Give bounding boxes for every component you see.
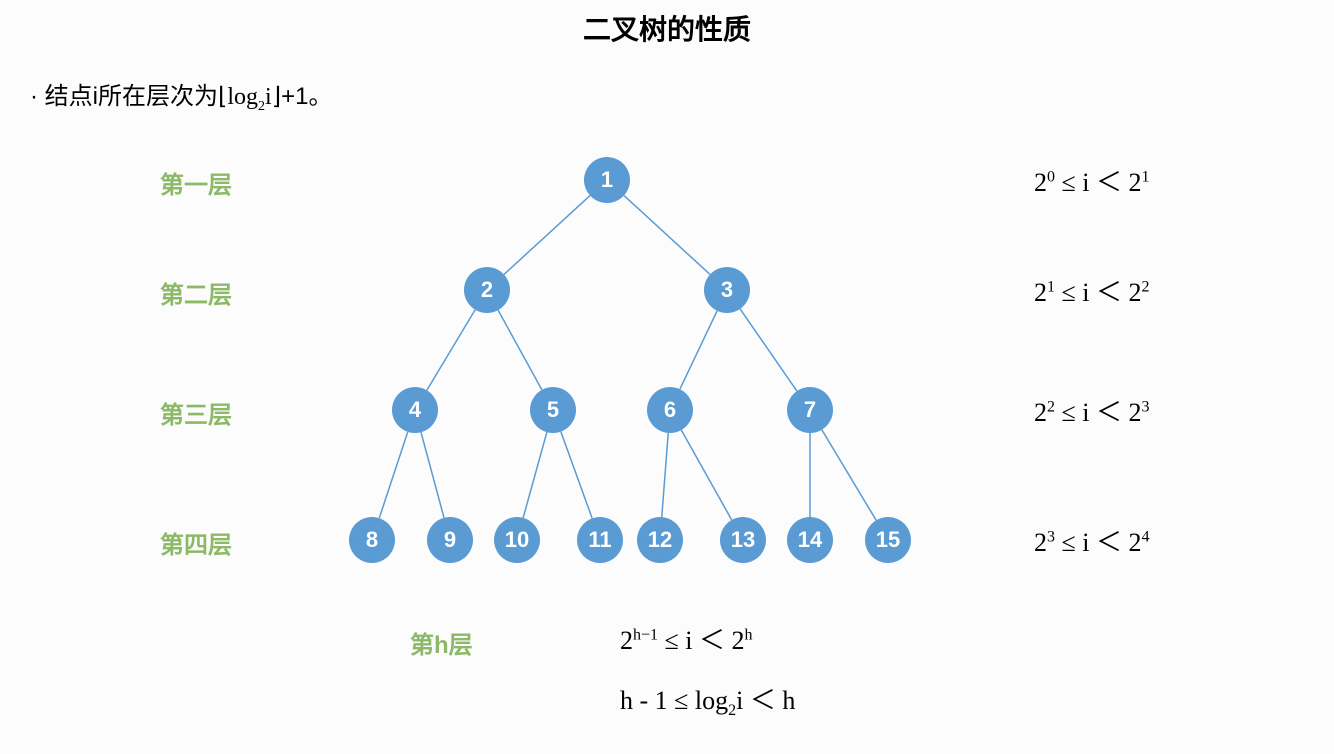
tree-node-2: 2: [464, 267, 510, 313]
tree-edge: [523, 432, 547, 518]
tree-edge: [681, 430, 731, 520]
tree-edge: [624, 196, 710, 275]
tree-node-12: 12: [637, 517, 683, 563]
diagram-container: 123456789101112131415第一层20 ≤ i ＜ 21第二层21…: [0, 0, 1334, 754]
tree-node-1: 1: [584, 157, 630, 203]
tree-edge: [379, 432, 408, 518]
tree-edge: [421, 432, 444, 518]
tree-node-4: 4: [392, 387, 438, 433]
tree-node-9: 9: [427, 517, 473, 563]
tree-edge: [740, 309, 797, 391]
tree-node-7: 7: [787, 387, 833, 433]
tree-edge: [504, 196, 590, 275]
tree-node-15: 15: [865, 517, 911, 563]
tree-edge: [427, 310, 475, 391]
tree-edge: [680, 311, 717, 389]
tree-node-13: 13: [720, 517, 766, 563]
tree-node-3: 3: [704, 267, 750, 313]
tree-node-5: 5: [530, 387, 576, 433]
tree-edge: [561, 432, 592, 519]
tree-node-10: 10: [494, 517, 540, 563]
tree-node-11: 11: [577, 517, 623, 563]
tree-node-6: 6: [647, 387, 693, 433]
tree-edges: [0, 0, 1334, 754]
tree-edge: [662, 433, 668, 517]
tree-node-8: 8: [349, 517, 395, 563]
tree-edge: [822, 430, 876, 521]
tree-edge: [498, 310, 542, 390]
tree-node-14: 14: [787, 517, 833, 563]
